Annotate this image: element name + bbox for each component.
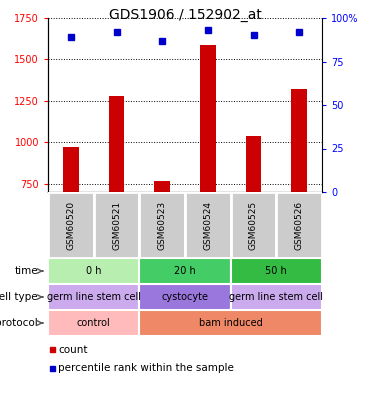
Bar — [291, 89, 307, 192]
Bar — [200, 45, 216, 192]
Text: 50 h: 50 h — [266, 266, 287, 276]
Text: GSM60520: GSM60520 — [66, 200, 75, 249]
Text: germ line stem cell: germ line stem cell — [47, 292, 141, 302]
Bar — [185, 192, 231, 258]
Text: GSM60525: GSM60525 — [249, 200, 258, 249]
Bar — [139, 310, 322, 336]
Bar — [50, 366, 55, 371]
Text: bam induced: bam induced — [199, 318, 263, 328]
Text: control: control — [77, 318, 111, 328]
Text: 20 h: 20 h — [174, 266, 196, 276]
Text: cystocyte: cystocyte — [161, 292, 209, 302]
Bar — [63, 147, 79, 192]
Bar — [231, 258, 322, 284]
Text: GDS1906 / 152902_at: GDS1906 / 152902_at — [109, 8, 262, 22]
Text: cell type: cell type — [0, 292, 38, 302]
Bar — [246, 136, 262, 192]
Bar — [231, 192, 276, 258]
Text: time: time — [14, 266, 38, 276]
Bar — [108, 96, 125, 192]
Text: protocol: protocol — [0, 318, 38, 328]
Bar — [139, 284, 231, 310]
Bar — [139, 258, 231, 284]
Bar — [50, 347, 55, 352]
Text: GSM60524: GSM60524 — [203, 200, 212, 249]
Bar — [48, 310, 139, 336]
Bar — [154, 181, 170, 192]
Text: germ line stem cell: germ line stem cell — [229, 292, 324, 302]
Text: GSM60526: GSM60526 — [295, 200, 304, 249]
Bar — [139, 192, 185, 258]
Text: 0 h: 0 h — [86, 266, 101, 276]
Text: percentile rank within the sample: percentile rank within the sample — [58, 363, 234, 373]
Text: GSM60521: GSM60521 — [112, 200, 121, 249]
Bar — [48, 192, 93, 258]
Bar — [276, 192, 322, 258]
Text: GSM60523: GSM60523 — [158, 200, 167, 249]
Text: count: count — [58, 345, 88, 355]
Bar — [231, 284, 322, 310]
Bar — [48, 284, 139, 310]
Bar — [93, 192, 139, 258]
Bar — [48, 258, 139, 284]
